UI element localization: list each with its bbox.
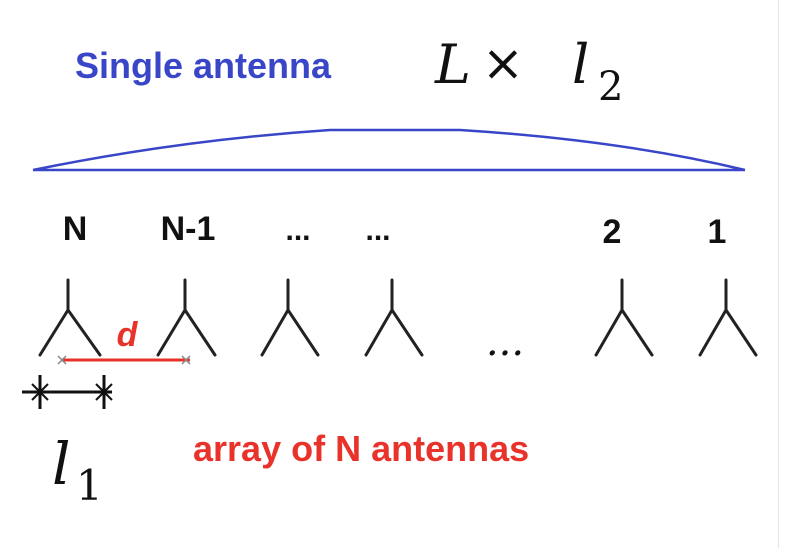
element-width-indicator	[22, 375, 113, 409]
element-label-2: 2	[603, 213, 622, 251]
antenna-icon-n-minus-1	[156, 278, 217, 357]
width-l: l	[52, 430, 71, 498]
antenna-gap-ellipsis: ...	[486, 319, 524, 365]
length-L: L	[434, 33, 471, 96]
element-labels: N N-1 ... ... 2 1	[63, 210, 727, 251]
length-l-subscript: 2	[598, 64, 623, 110]
element-label-1: 1	[708, 213, 727, 251]
width-left-cap	[31, 383, 49, 401]
antenna-icon-n	[38, 278, 102, 357]
width-l-subscript: 1	[76, 461, 103, 510]
single-antenna-length-expression: L × l 2	[434, 33, 623, 110]
spacing-indicator: d	[57, 316, 191, 365]
single-antenna-beam	[32, 128, 746, 172]
antenna-icon-2	[594, 278, 654, 357]
element-width-expression: l 1	[52, 430, 103, 510]
element-label-n-minus-1: N-1	[161, 210, 216, 248]
single-antenna-label: Single antenna	[75, 45, 332, 86]
width-right-cap	[95, 383, 113, 401]
spacing-label: d	[117, 316, 139, 354]
element-label-ellipsis-1: ...	[285, 214, 310, 247]
spacing-tick-left	[57, 355, 67, 365]
element-label-ellipsis-2: ...	[365, 214, 390, 247]
right-edge-rule	[778, 0, 779, 548]
antenna-icon-3	[260, 278, 320, 357]
antenna-icon-1	[698, 278, 758, 357]
antenna-icon-4	[364, 278, 424, 357]
element-label-n: N	[63, 210, 88, 248]
antenna-elements	[38, 278, 758, 357]
length-l: l	[572, 33, 589, 96]
array-caption: array of N antennas	[193, 428, 529, 469]
times-symbol: ×	[482, 34, 524, 92]
spacing-tick-right	[181, 355, 191, 365]
